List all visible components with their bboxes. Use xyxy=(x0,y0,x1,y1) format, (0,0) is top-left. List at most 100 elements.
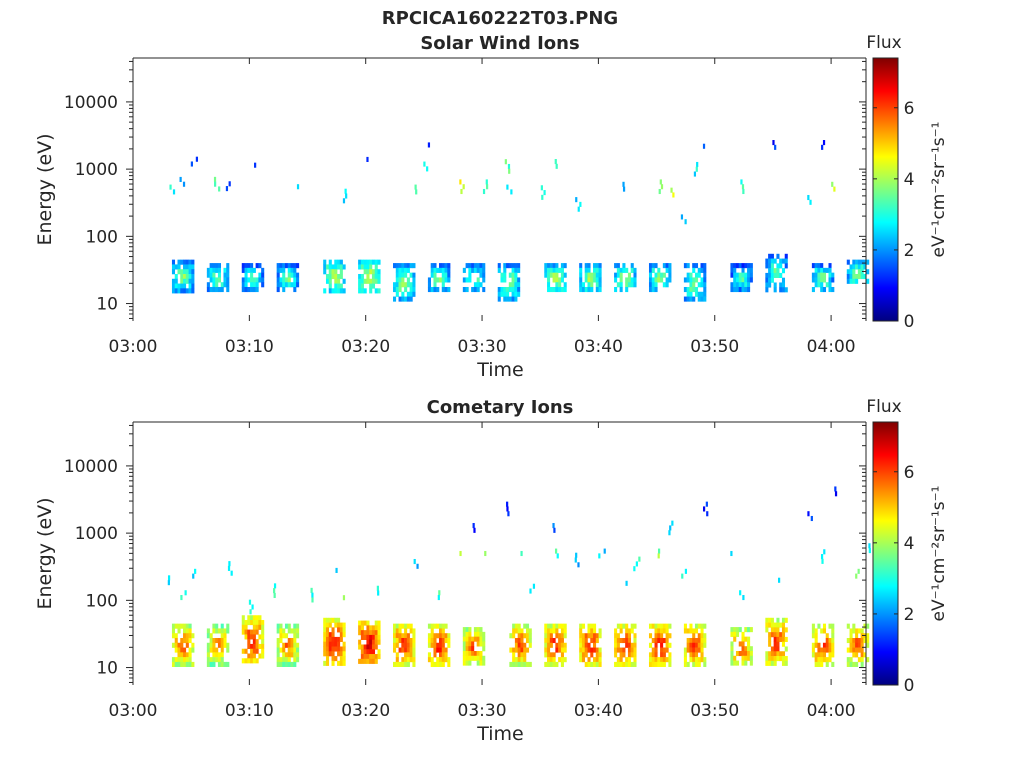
spectrogram-cell xyxy=(393,633,397,639)
spectrogram-cell xyxy=(558,277,562,283)
spectrogram-cell xyxy=(441,286,445,293)
spectrogram-cell xyxy=(344,188,347,194)
spectrogram-cell xyxy=(654,637,658,644)
spectrogram-cell xyxy=(593,633,597,639)
spectrogram-cell xyxy=(692,633,696,639)
spectrogram-cell xyxy=(261,624,265,630)
spectrogram-cell xyxy=(296,647,300,653)
spectrogram-cell xyxy=(473,631,477,637)
spectrogram-cell xyxy=(686,642,690,648)
spectrogram-cell xyxy=(293,637,297,644)
spectrogram-cell xyxy=(686,277,690,283)
spectrogram-cell xyxy=(441,628,445,634)
spectrogram-cell xyxy=(700,623,704,629)
spectrogram-cell xyxy=(412,642,416,648)
x-tick-label: 04:00 xyxy=(807,337,856,357)
spectrogram-cell xyxy=(694,623,699,629)
spectrogram-cell xyxy=(248,599,252,605)
spectrogram-cell xyxy=(558,267,562,273)
spectrogram-cell xyxy=(209,263,213,269)
spectrogram-cell xyxy=(212,277,216,283)
spectrogram-cell xyxy=(296,282,300,288)
spectrogram-cell xyxy=(662,282,666,288)
spectrogram-cell xyxy=(781,632,786,638)
spectrogram-cell xyxy=(595,263,599,269)
spectrogram-cell xyxy=(657,272,661,278)
spectrogram-cell xyxy=(325,622,330,628)
spectrogram-cell xyxy=(258,624,262,630)
colorbar-title: Flux xyxy=(866,33,901,53)
spectrogram-cell xyxy=(506,506,509,512)
spectrogram-cell xyxy=(553,527,556,533)
spectrogram-cell xyxy=(360,278,364,284)
spectrogram-cell xyxy=(587,633,591,639)
spectrogram-cell xyxy=(358,259,362,265)
spectrogram-cell xyxy=(465,641,469,647)
spectrogram-cell xyxy=(311,597,314,603)
spectrogram-cell xyxy=(831,272,835,278)
spectrogram-cell xyxy=(339,646,343,652)
spectrogram-cell xyxy=(508,296,512,302)
spectrogram-cell xyxy=(697,637,701,644)
spectrogram-cell xyxy=(438,633,443,639)
spectrogram-cell xyxy=(540,185,543,191)
spectrogram-cell xyxy=(598,647,602,653)
spectrogram-cell xyxy=(212,661,216,667)
spectrogram-cell xyxy=(590,628,594,634)
spectrogram-cell xyxy=(784,253,788,259)
spectrogram-cell xyxy=(525,633,530,639)
spectrogram-cell xyxy=(188,264,192,270)
spectrogram-cell xyxy=(814,657,818,663)
spectrogram-cell xyxy=(339,259,343,265)
spectrogram-cell xyxy=(514,628,518,634)
spectrogram-cell xyxy=(689,291,693,297)
spectrogram-cell xyxy=(255,263,259,269)
spectrogram-cell xyxy=(614,661,618,667)
spectrogram-cell xyxy=(406,633,410,639)
spectrogram-cell xyxy=(863,637,867,644)
spectrogram-cell xyxy=(290,642,294,648)
spectrogram-cell xyxy=(358,278,362,284)
spectrogram-cell xyxy=(863,652,867,658)
spectrogram-cell xyxy=(194,568,197,574)
spectrogram-cell xyxy=(616,633,620,639)
spectrogram-cell xyxy=(293,657,297,663)
spectrogram-cell xyxy=(703,272,707,278)
spectrogram-cell xyxy=(651,263,655,269)
spectrogram-cell xyxy=(337,259,341,265)
spectrogram-cell xyxy=(811,286,815,293)
spectrogram-cell xyxy=(544,637,548,644)
spectrogram-cell xyxy=(366,259,370,265)
spectrogram-cell xyxy=(174,637,178,644)
spectrogram-cell xyxy=(563,657,567,663)
spectrogram-cell xyxy=(409,642,413,648)
spectrogram-cell xyxy=(749,650,753,657)
spectrogram-cell xyxy=(614,652,618,658)
spectrogram-cell xyxy=(781,617,786,623)
spectrogram-cell xyxy=(328,617,332,623)
spectrogram-cell xyxy=(768,651,772,657)
y-tick-label: 10000 xyxy=(64,93,118,113)
spectrogram-cell xyxy=(252,282,256,288)
spectrogram-cell xyxy=(311,592,314,598)
spectrogram-cell xyxy=(665,657,669,663)
spectrogram-cell xyxy=(497,263,501,269)
spectrogram-cell xyxy=(683,661,687,667)
spectrogram-cell xyxy=(228,181,231,187)
spectrogram-cell xyxy=(339,651,343,657)
spectrogram-cell xyxy=(660,657,664,663)
spectrogram-cell xyxy=(185,642,189,648)
spectrogram-cell xyxy=(342,641,346,647)
spectrogram-cell xyxy=(689,652,693,658)
spectrogram-cell xyxy=(825,657,829,663)
spectrogram-cell xyxy=(552,623,556,629)
spectrogram-cell xyxy=(223,661,227,667)
spectrogram-cell xyxy=(436,647,440,653)
spectrogram-cell xyxy=(741,286,745,293)
spectrogram-cell xyxy=(828,642,832,648)
y-tick-label: 10 xyxy=(96,295,118,315)
spectrogram-cell xyxy=(825,642,829,648)
spectrogram-cell xyxy=(544,642,548,648)
spectrogram-cell xyxy=(514,291,518,297)
spectrogram-cell xyxy=(544,661,548,667)
